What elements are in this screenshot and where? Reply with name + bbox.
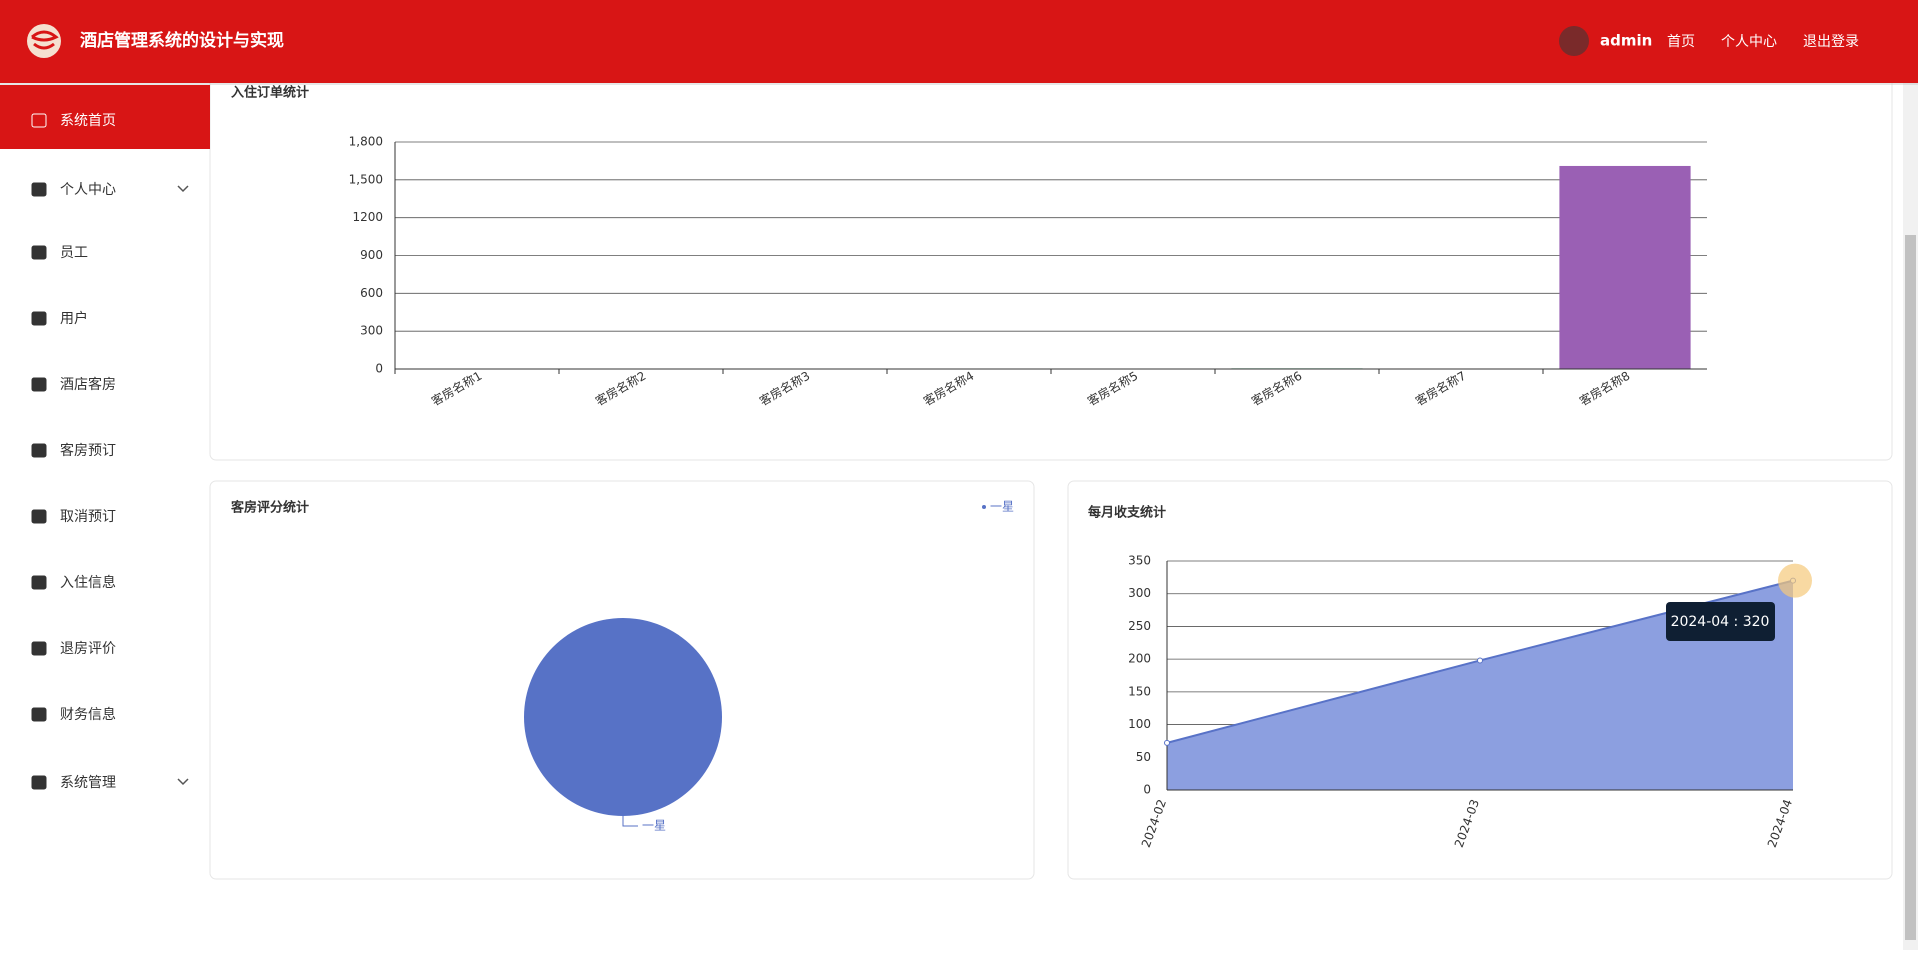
menu-item[interactable]: 财务信息 (60, 706, 116, 723)
app-title: 酒店管理系统的设计与实现 (80, 30, 284, 51)
pie-slice (524, 618, 722, 816)
menu-item[interactable]: 系统首页 (60, 113, 116, 129)
y-tick-label: 250 (1128, 619, 1151, 633)
nav-link[interactable]: 退出登录 (1803, 34, 1859, 50)
menu-icon (32, 444, 46, 457)
username: admin (1600, 32, 1652, 50)
menu-item[interactable]: 客房预订 (60, 442, 116, 459)
menu-item[interactable]: 酒店客房 (60, 376, 116, 393)
menu-item[interactable]: 个人中心 (60, 182, 116, 198)
y-tick-label: 1,800 (349, 135, 383, 149)
legend-label[interactable]: 一星 (990, 500, 1014, 514)
y-tick-label: 300 (1128, 586, 1151, 600)
chevron (178, 779, 188, 784)
y-tick-label: 600 (360, 286, 383, 300)
menu-icon (32, 312, 46, 325)
menu-item[interactable]: 入住信息 (60, 574, 116, 591)
menu-item[interactable]: 用户 (60, 310, 88, 327)
y-tick-label: 100 (1128, 717, 1151, 731)
menu-item[interactable]: 退房评价 (60, 641, 116, 657)
tooltip-text: 2024-04 : 320 (1671, 614, 1770, 630)
menu-item[interactable]: 系统管理 (60, 775, 116, 791)
menu-icon (32, 708, 46, 721)
y-tick-label: 350 (1128, 554, 1151, 568)
y-tick-label: 0 (1143, 783, 1151, 797)
point (1478, 658, 1483, 663)
chart-title: 入住订单统计 (231, 85, 309, 101)
y-tick-label: 50 (1136, 750, 1151, 764)
menu-icon (32, 183, 46, 196)
avatar[interactable] (1559, 26, 1589, 56)
menu-icon (32, 776, 46, 789)
scrollbar-thumb[interactable] (1905, 235, 1916, 940)
y-tick-label: 200 (1128, 652, 1151, 666)
hover-highlight (1778, 564, 1812, 598)
y-tick-label: 150 (1128, 684, 1151, 698)
y-tick-label: 1200 (352, 210, 383, 224)
y-tick-label: 0 (375, 362, 383, 376)
bar (1559, 166, 1690, 369)
y-tick-label: 900 (360, 248, 383, 262)
menu-icon (32, 576, 46, 589)
y-tick-label: 1,500 (349, 172, 383, 186)
menu-item[interactable]: 员工 (60, 245, 88, 261)
menu-icon (32, 246, 46, 259)
point (1165, 740, 1170, 745)
slice-label: 一星 (642, 819, 666, 833)
legend-marker (982, 505, 986, 509)
menu-icon (32, 510, 46, 523)
chart-title: 客房评分统计 (231, 500, 309, 516)
menu-icon (32, 378, 46, 391)
nav-link[interactable]: 首页 (1667, 34, 1695, 50)
chevron (178, 186, 188, 191)
y-tick-label: 300 (360, 324, 383, 338)
nav-link[interactable]: 个人中心 (1721, 34, 1777, 50)
menu-item[interactable]: 取消预订 (60, 509, 116, 525)
chart-title: 每月收支统计 (1088, 505, 1166, 521)
menu-icon (32, 642, 46, 655)
